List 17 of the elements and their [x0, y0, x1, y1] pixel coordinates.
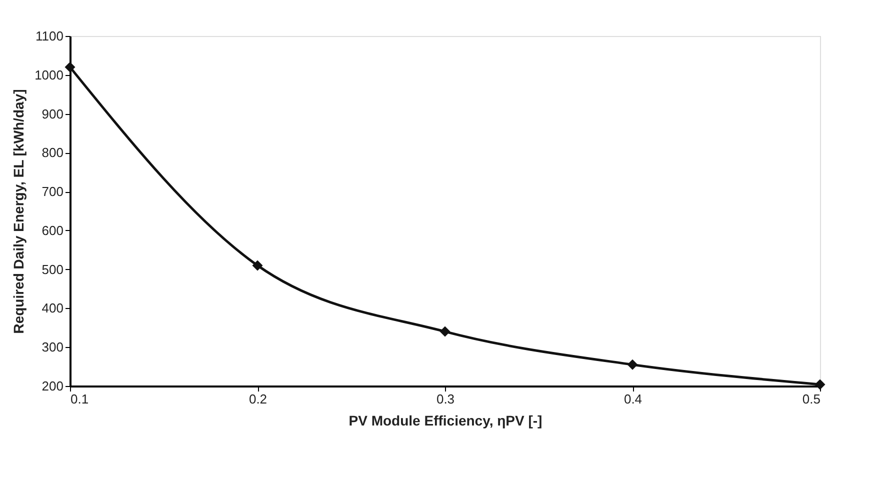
- x-axis-title: PV Module Efficiency, ηPV [-]: [348, 412, 542, 428]
- y-tick-label: 1100: [36, 28, 64, 44]
- y-tick-label: 600: [42, 222, 64, 238]
- y-tick-label: 900: [42, 106, 64, 122]
- x-tick-label: 0.1: [70, 392, 89, 406]
- x-tick-label: 0.4: [624, 392, 642, 406]
- y-tick-label: 300: [42, 340, 64, 355]
- y-tick-label: 800: [42, 145, 64, 160]
- x-tick-label: 0.5: [802, 392, 820, 406]
- y-tick-label: 400: [42, 300, 64, 316]
- y-tick-label: 1000: [34, 67, 64, 82]
- y-axis-title: Required Daily Energy, EL [kWh/day]: [10, 89, 27, 334]
- y-tick-label: 500: [42, 262, 64, 277]
- y-tick-label: 700: [42, 184, 64, 200]
- y-tick-label: 200: [42, 378, 64, 394]
- x-tick-label: 0.2: [248, 392, 268, 406]
- x-tick-label: 0.3: [436, 392, 455, 406]
